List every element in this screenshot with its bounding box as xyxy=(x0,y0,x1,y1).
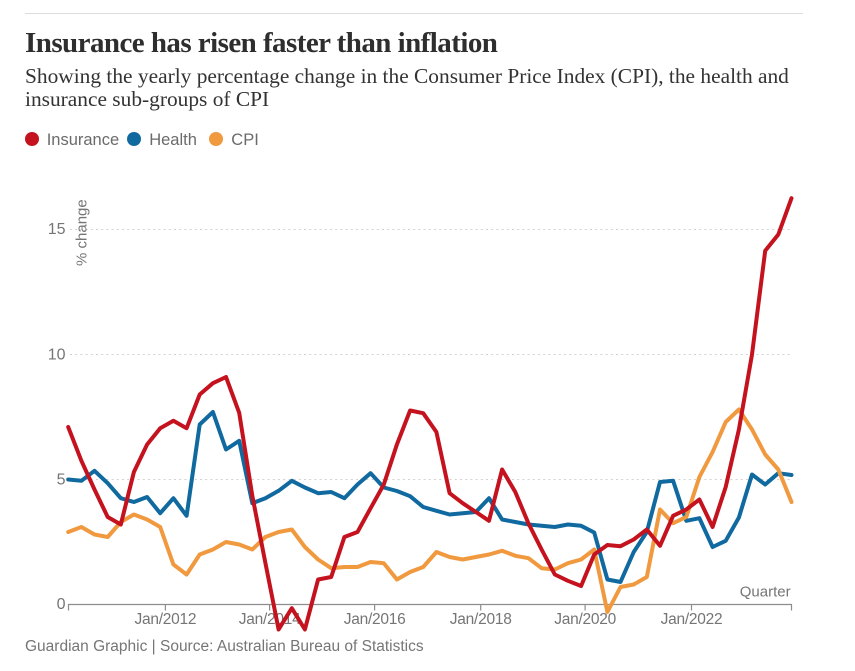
svg-text:Jan/2022: Jan/2022 xyxy=(661,611,723,628)
svg-text:Jan/2012: Jan/2012 xyxy=(135,611,197,628)
svg-text:10: 10 xyxy=(48,347,66,364)
svg-text:Quarter: Quarter xyxy=(740,584,791,601)
svg-text:Jan/2018: Jan/2018 xyxy=(450,611,512,628)
svg-text:% change: % change xyxy=(74,199,91,266)
svg-text:Jan/2020: Jan/2020 xyxy=(554,611,616,628)
svg-text:Jan/2016: Jan/2016 xyxy=(344,611,406,628)
svg-text:0: 0 xyxy=(57,596,66,613)
svg-text:Jan/2014: Jan/2014 xyxy=(239,611,301,628)
svg-text:5: 5 xyxy=(57,472,66,489)
svg-text:15: 15 xyxy=(48,221,66,238)
